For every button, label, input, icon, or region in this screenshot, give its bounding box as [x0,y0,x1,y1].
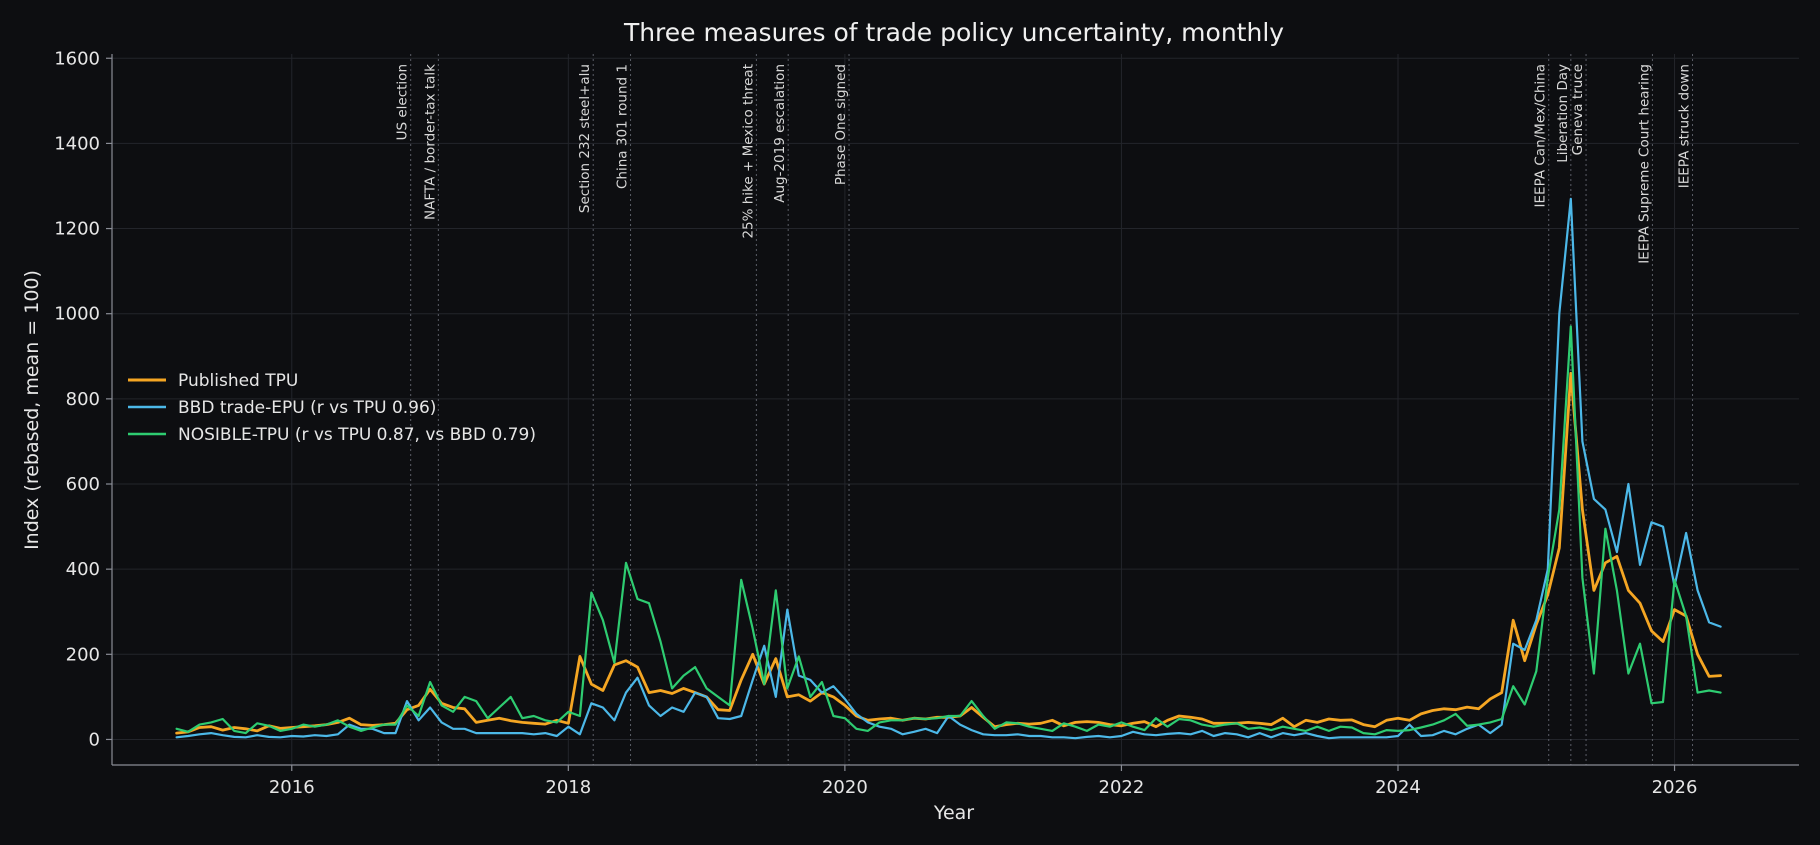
legend-label: NOSIBLE-TPU (r vs TPU 0.87, vs BBD 0.79) [178,425,536,445]
x-tick-label: 2020 [822,777,868,798]
y-tick-label: 600 [66,474,100,495]
y-tick-label: 400 [66,559,100,580]
event-label: Aug-2019 escalation [772,64,788,203]
x-tick-label: 2016 [269,777,315,798]
event-label: IEEPA Can/Mex/China [1533,64,1549,207]
y-tick-label: 0 [89,729,100,750]
y-tick-label: 200 [66,644,100,665]
legend: Published TPU BBD trade-EPU (r vs TPU 0.9… [128,371,536,445]
event-label: China 301 round 1 [615,64,631,189]
x-tick-label: 2018 [545,777,591,798]
x-tick-label: 2024 [1375,777,1421,798]
event-label: IEEPA struck down [1677,64,1693,188]
event-markers: US election NAFTA / border-tax talk Sectio… [395,54,1694,765]
event-label: Section 232 steel+alu [577,64,593,213]
y-axis-title: Index (rebased, mean = 100) [21,270,43,550]
event-label: Geneva truce [1570,64,1586,155]
y-tick-label: 1600 [54,48,100,69]
grid-layer [112,54,1799,765]
x-tick-label: 2026 [1652,777,1698,798]
event-label: 25% hike + Mexico threat [740,64,756,239]
event-label: Phase One signed [833,64,849,185]
legend-label: Published TPU [178,371,298,391]
x-axis-title: Year [933,802,974,824]
y-tick-label: 1000 [54,304,100,325]
series-line-3 [175,325,1722,736]
chart-title: Three measures of trade policy uncertain… [623,18,1284,47]
y-tick-label: 1400 [54,133,100,154]
y-tick-label: 1200 [54,219,100,240]
event-label: NAFTA / border-tax talk [422,64,438,220]
y-tick-label: 800 [66,389,100,410]
series-lines [175,197,1722,740]
axes: 0 200 400 600 800 1000 1200 1400 1600 2016 2018 202… [54,48,1799,798]
event-label: Liberation Day [1555,64,1571,163]
event-label: US election [395,64,411,140]
legend-label: BBD trade-EPU (r vs TPU 0.96) [178,398,436,418]
event-label: IEEPA Supreme Court hearing [1636,64,1652,264]
x-tick-label: 2022 [1099,777,1145,798]
